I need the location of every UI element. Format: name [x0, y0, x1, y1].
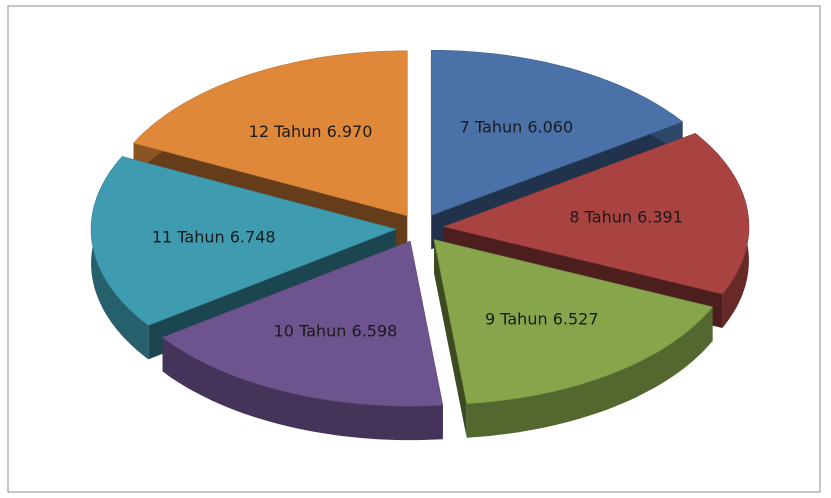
- slice-outer-wall: [162, 337, 443, 441]
- slice-value-label: 6.970: [327, 121, 373, 140]
- slice-category: 10 Tahun: [274, 321, 347, 340]
- slice-category: 12 Tahun: [249, 121, 322, 140]
- slice-label: 12 Tahun 6.970: [249, 121, 373, 140]
- slice-top: [90, 156, 398, 326]
- slice-category: 8 Tahun: [569, 207, 632, 226]
- slice-category: 9 Tahun: [485, 309, 548, 328]
- slice: 8 Tahun 6.391: [442, 132, 750, 328]
- slice-label: 7 Tahun 6.060: [460, 117, 574, 136]
- slice-top: [430, 49, 684, 216]
- slice-value-label: 6.060: [527, 117, 573, 136]
- slice: 10 Tahun 6.598: [161, 240, 444, 441]
- slice-category: 11 Tahun: [152, 227, 225, 246]
- slice-value-label: 6.598: [352, 321, 398, 340]
- slice-value-label: 6.391: [637, 207, 683, 226]
- slice-value-label: 6.527: [553, 309, 599, 328]
- slice-outer-wall: [466, 306, 713, 438]
- slice: 9 Tahun 6.527: [433, 239, 714, 438]
- slice-radial-wall: [434, 239, 467, 438]
- slice-top: [433, 239, 714, 405]
- slice-category: 7 Tahun: [460, 117, 523, 136]
- slice-label: 9 Tahun 6.527: [485, 309, 599, 328]
- slice-top: [132, 50, 408, 217]
- slice-label: 10 Tahun 6.598: [274, 321, 398, 340]
- slice-value-label: 6.748: [230, 227, 276, 246]
- slice-label: 8 Tahun 6.391: [569, 207, 683, 226]
- slice-label: 11 Tahun 6.748: [152, 227, 276, 246]
- slice-top: [442, 132, 750, 295]
- slice-top: [161, 240, 444, 407]
